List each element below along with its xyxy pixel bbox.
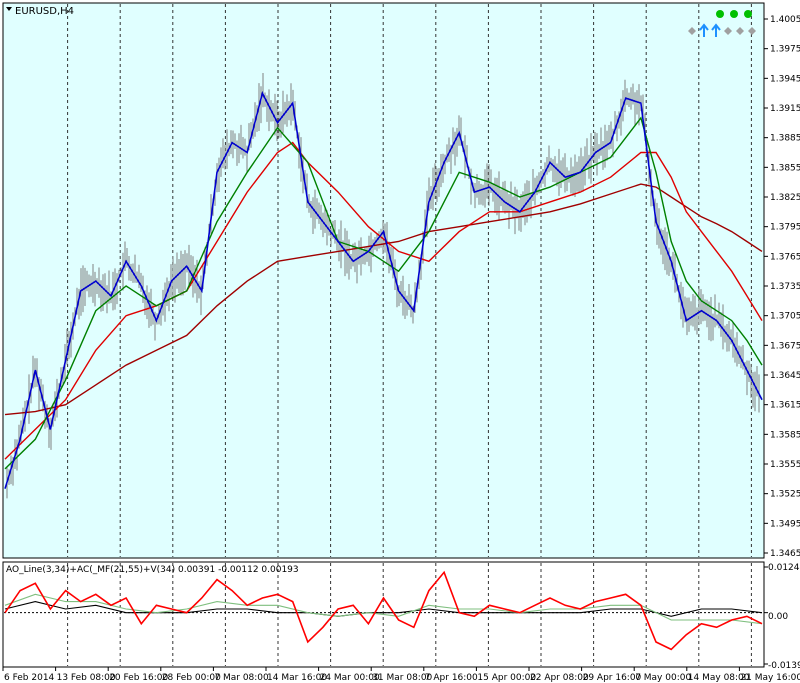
chart-title-group: EURUSD,H4 [6, 6, 74, 17]
price-axis-label: 1.4005 [770, 15, 800, 25]
gray-diamond-icon [724, 27, 732, 35]
price-axis-label: 1.3525 [770, 490, 800, 500]
price-axis-label: 1.3885 [770, 134, 800, 144]
indicator-gridlines [4, 563, 768, 666]
time-axis-label: 28 Feb 00:00 [162, 673, 221, 683]
price-axis-label: 1.3675 [770, 341, 800, 351]
time-axis-label: 20 Feb 16:00 [109, 673, 168, 683]
price-axis-label: 1.3705 [770, 312, 800, 322]
gray-diamond-icon [736, 27, 744, 35]
indicator-red-line [4, 570, 763, 651]
indicator-scale-top: 0.01244 [768, 563, 800, 573]
gray-diamond-icon [688, 27, 696, 35]
indicator-green-line [4, 593, 763, 625]
indicator-title: AO_Line(3,34)+AC(_MF(21,55)+V(34) 0.0039… [6, 565, 299, 575]
main-price-chart[interactable]: 1.4005 1.3975 1.3945 1.3915 1.3885 1.3855 1.38… [0, 0, 800, 561]
price-axis-label: 1.3765 [770, 252, 800, 262]
price-axis-label: 1.3555 [770, 460, 800, 470]
green-dot [716, 10, 724, 18]
indicator-scale-bottom: -0.01399 [768, 661, 800, 671]
signal-dots [716, 10, 752, 18]
time-axis-label: 6 Feb 2014 [4, 673, 55, 683]
time-axis-label: 24 Mar 00:00 [320, 673, 380, 683]
time-axis-label: 22 Apr 08:00 [530, 673, 589, 683]
price-axis-label: 1.3825 [770, 193, 800, 203]
time-axis-label: 31 Mar 08:00 [372, 673, 432, 683]
gray-diamond-icon [748, 27, 756, 35]
price-axis-label: 1.3465 [770, 549, 800, 559]
time-axis-label: 15 Apr 00:00 [477, 673, 536, 683]
price-axis-label: 1.3795 [770, 223, 800, 233]
price-axis-label: 1.3945 [770, 74, 800, 84]
time-axis-label: 14 Mar 16:00 [267, 673, 327, 683]
time-axis-label: 7 Mar 08:00 [214, 673, 269, 683]
time-axis-label: 7 May 00:00 [635, 673, 691, 683]
chart-title: EURUSD,H4 [15, 6, 74, 17]
signal-markers [688, 23, 756, 37]
green-line-series [4, 116, 763, 470]
darkred-line-series [4, 183, 763, 416]
price-axis-label: 1.3645 [770, 371, 800, 381]
indicator-black-line [4, 601, 763, 617]
indicator-panel[interactable]: AO_Line(3,34)+AC(_MF(21,55)+V(34) 0.0039… [0, 561, 800, 683]
price-axis-label: 1.3615 [770, 401, 800, 411]
price-axis-label: 1.3975 [770, 45, 800, 55]
main-chart-gridlines [67, 4, 752, 557]
time-axis-label: 29 Apr 16:00 [583, 673, 642, 683]
price-axis-label: 1.3735 [770, 282, 800, 292]
blue-line-series [4, 90, 763, 489]
time-axis-label: 7 Apr 16:00 [425, 673, 478, 683]
time-axis-label: 13 Feb 08:00 [57, 673, 116, 683]
price-axis-label: 1.3915 [770, 104, 800, 114]
green-dot [730, 10, 738, 18]
green-dot [744, 10, 752, 18]
indicator-lines [4, 570, 763, 651]
price-axis-label: 1.3495 [770, 519, 800, 529]
up-arrow-icon [699, 23, 709, 37]
time-axis-label: 14 May 08:00 [688, 673, 750, 683]
up-arrow-icon [711, 23, 721, 37]
price-axis: 1.4005 1.3975 1.3945 1.3915 1.3885 1.3855 1.38… [764, 15, 800, 559]
time-axis-label: 21 May 16:00 [740, 673, 800, 683]
price-axis-label: 1.3585 [770, 430, 800, 440]
moving-average-lines [4, 90, 763, 489]
price-axis-label: 1.3855 [770, 163, 800, 173]
chart-menu-triangle-icon[interactable] [6, 7, 12, 11]
indicator-scale-zero: 0.00 [768, 612, 788, 622]
